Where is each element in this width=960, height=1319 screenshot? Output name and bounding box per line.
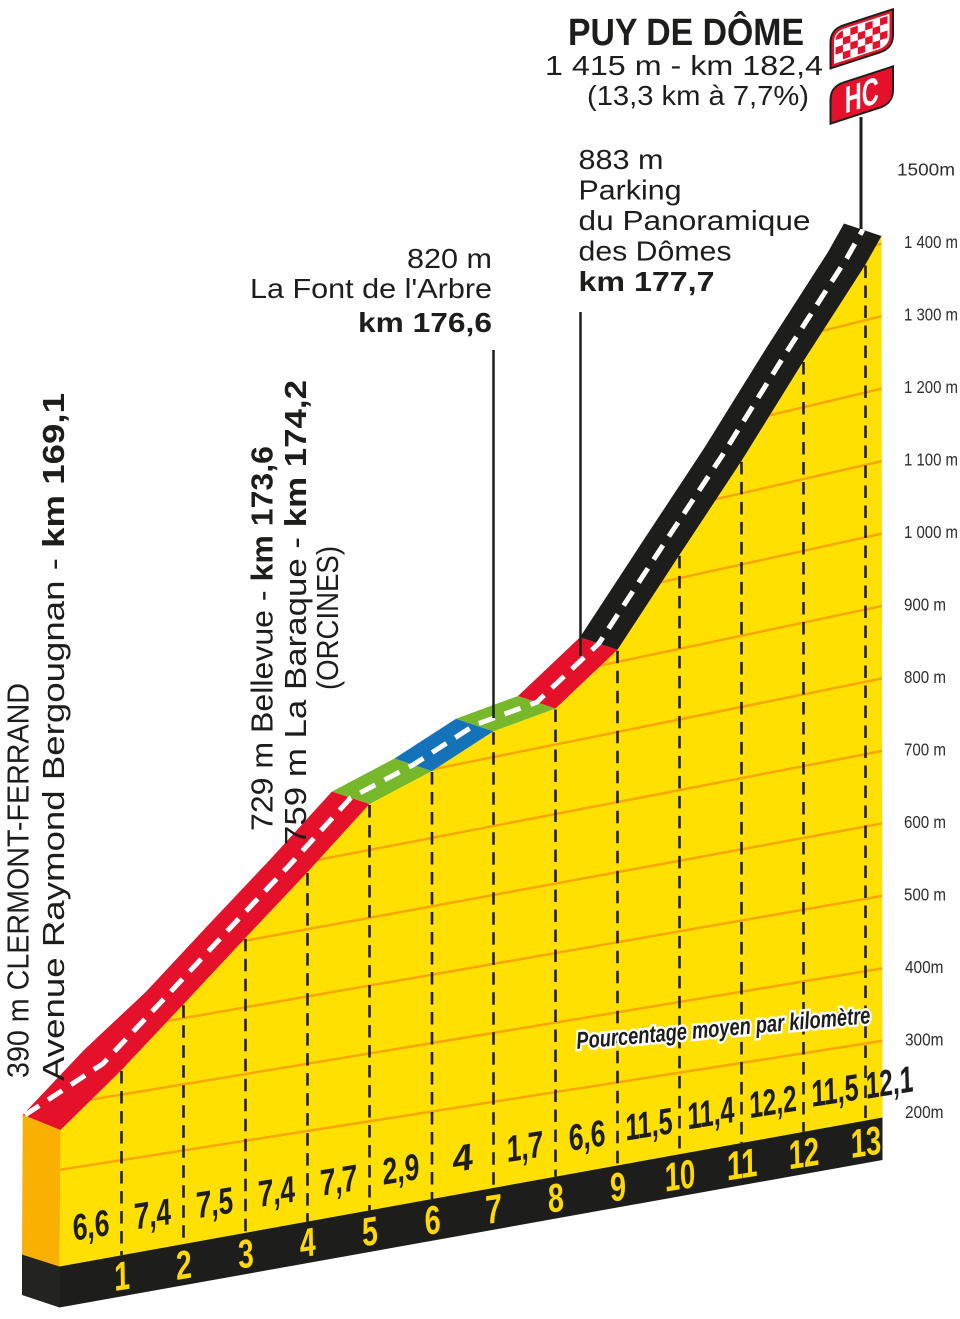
svg-text:3: 3 <box>234 1232 257 1278</box>
svg-text:du Panoramique: du Panoramique <box>579 205 811 236</box>
svg-text:1500m: 1500m <box>897 160 955 180</box>
svg-text:200m: 200m <box>905 1102 944 1122</box>
svg-text:800 m: 800 m <box>904 667 946 687</box>
svg-text:883 m: 883 m <box>579 144 664 175</box>
svg-text:(13,3 km à 7,7%): (13,3 km à 7,7%) <box>587 80 809 111</box>
svg-text:1,7: 1,7 <box>503 1123 548 1170</box>
svg-text:km 177,7: km 177,7 <box>579 266 715 297</box>
svg-text:Parking: Parking <box>579 175 682 206</box>
svg-text:11: 11 <box>723 1141 761 1189</box>
svg-text:12,1: 12,1 <box>862 1058 916 1106</box>
svg-text:7,7: 7,7 <box>317 1157 362 1204</box>
svg-text:11,5: 11,5 <box>808 1067 863 1115</box>
svg-text:500 m: 500 m <box>904 885 946 905</box>
svg-text:12,2: 12,2 <box>746 1078 800 1126</box>
svg-text:12: 12 <box>785 1130 823 1178</box>
svg-text:1 400 m: 1 400 m <box>904 232 958 252</box>
svg-text:1 415 m - km 182,4: 1 415 m - km 182,4 <box>545 50 823 81</box>
svg-text:1: 1 <box>110 1254 133 1300</box>
svg-text:759 m La Baraque - km 174,2: 759 m La Baraque - km 174,2 <box>278 380 313 845</box>
svg-text:390 m CLERMONT-FERRAND: 390 m CLERMONT-FERRAND <box>1 683 36 1078</box>
svg-text:10: 10 <box>661 1152 699 1200</box>
svg-text:900 m: 900 m <box>904 595 946 615</box>
svg-text:300m: 300m <box>905 1030 944 1050</box>
svg-text:729 m Bellevue - km 173,6: 729 m Bellevue - km 173,6 <box>245 446 280 831</box>
svg-text:1 200 m: 1 200 m <box>904 377 958 397</box>
svg-text:11,5: 11,5 <box>622 1100 677 1148</box>
svg-text:700 m: 700 m <box>904 740 946 760</box>
svg-text:5: 5 <box>358 1209 381 1255</box>
svg-text:7,5: 7,5 <box>193 1180 237 1226</box>
svg-text:1 100 m: 1 100 m <box>904 450 958 470</box>
svg-text:1 000 m: 1 000 m <box>904 522 958 542</box>
svg-text:600 m: 600 m <box>904 812 946 832</box>
svg-text:4: 4 <box>296 1220 319 1266</box>
svg-text:des Dômes: des Dômes <box>579 236 732 267</box>
svg-text:9: 9 <box>606 1164 629 1210</box>
svg-text:400m: 400m <box>905 957 944 977</box>
svg-text:13: 13 <box>847 1119 885 1167</box>
svg-text:2,9: 2,9 <box>378 1146 422 1192</box>
svg-text:6,6: 6,6 <box>69 1202 112 1248</box>
svg-text:6,6: 6,6 <box>565 1112 608 1158</box>
svg-text:Avenue Raymond Bergougnan - km: Avenue Raymond Bergougnan - km 169,1 <box>36 393 71 1081</box>
svg-text:1 300 m: 1 300 m <box>904 305 958 325</box>
svg-text:7,4: 7,4 <box>255 1169 298 1215</box>
svg-text:7,4: 7,4 <box>131 1191 174 1237</box>
svg-text:La Font de l'Arbre: La Font de l'Arbre <box>250 273 492 304</box>
svg-text:11,4: 11,4 <box>684 1089 738 1137</box>
svg-text:2: 2 <box>172 1243 195 1289</box>
svg-text:PUY DE DÔME: PUY DE DÔME <box>568 9 804 54</box>
svg-text:820 m: 820 m <box>407 243 492 274</box>
svg-text:6: 6 <box>421 1198 444 1244</box>
svg-text:km 176,6: km 176,6 <box>358 307 492 338</box>
svg-text:8: 8 <box>544 1176 567 1222</box>
svg-text:(ORCINES): (ORCINES) <box>310 546 345 690</box>
